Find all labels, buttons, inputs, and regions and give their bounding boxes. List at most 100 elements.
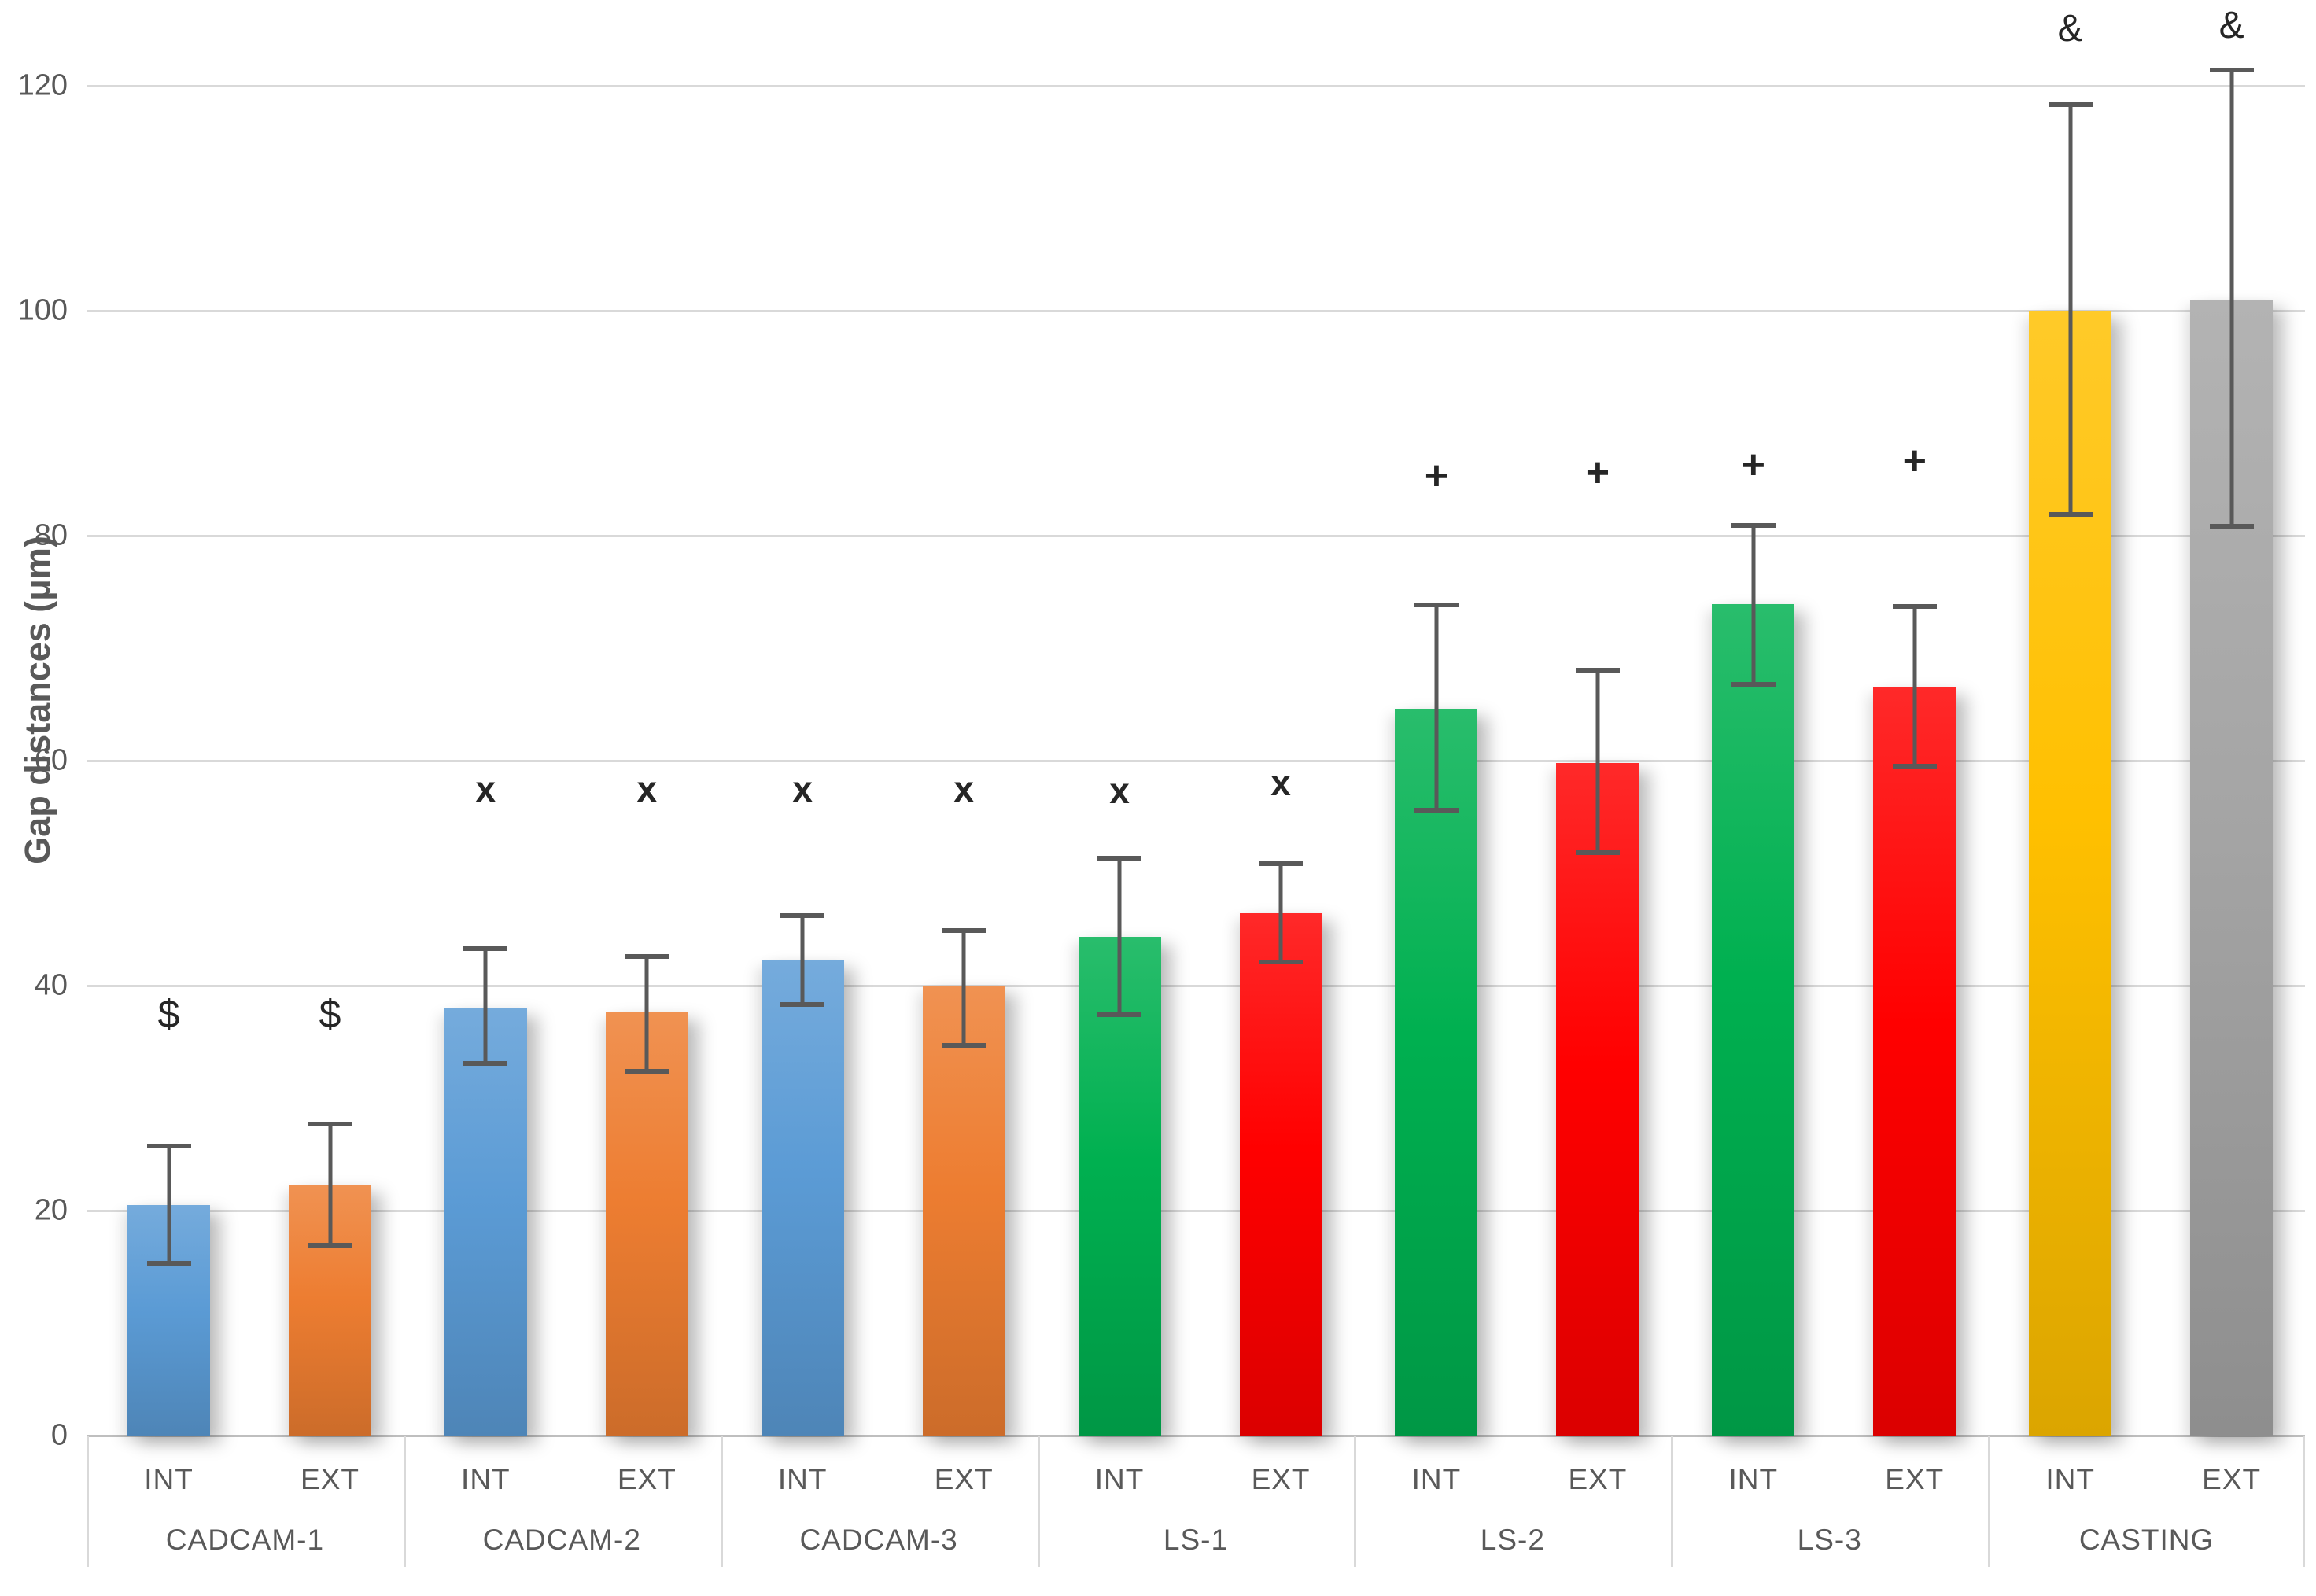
error-bar-cap-top-cadcam-2-int xyxy=(463,945,508,951)
annotation-cadcam-1-ext: $ xyxy=(319,991,341,1036)
annotation-ls-1-int: x xyxy=(1109,770,1130,812)
error-bar-line-cadcam-3-ext xyxy=(961,930,966,1045)
annotation-ls-3-int: + xyxy=(1741,441,1765,488)
bar-ls-3-ext xyxy=(1873,687,1956,1436)
y-tick-120: 120 xyxy=(17,68,68,102)
x-label-cadcam-1-ext: EXT xyxy=(301,1463,360,1495)
y-tick-100: 100 xyxy=(17,293,68,327)
gridline-20 xyxy=(87,1209,2305,1212)
x-label-ls-2-int: INT xyxy=(1411,1463,1462,1495)
error-bar-cap-top-cadcam-2-ext xyxy=(625,953,669,959)
x-group-label-cadcam-1: CADCAM-1 xyxy=(165,1524,325,1556)
y-tick-0: 0 xyxy=(50,1418,68,1452)
x-axis-line xyxy=(87,1435,2305,1437)
x-label-casting-ext: EXT xyxy=(2202,1463,2262,1495)
bar-cadcam-3-int xyxy=(761,960,844,1436)
y-tick-40: 40 xyxy=(34,968,68,1002)
error-bar-line-cadcam-1-ext xyxy=(328,1123,332,1246)
annotation-cadcam-1-int: $ xyxy=(157,991,180,1036)
x-label-casting-int: INT xyxy=(2045,1463,2095,1495)
error-bar-line-ls-1-ext xyxy=(1278,864,1283,962)
annotation-ls-1-ext: x xyxy=(1270,762,1291,804)
error-bar-cap-top-ls-3-ext xyxy=(1892,603,1937,609)
x-group-label-ls-1: LS-1 xyxy=(1163,1524,1229,1556)
error-bar-cap-bottom-cadcam-3-int xyxy=(780,1002,825,1008)
x-group-label-cadcam-3: CADCAM-3 xyxy=(799,1524,958,1556)
x-group-label-ls-3: LS-3 xyxy=(1797,1524,1862,1556)
error-bar-cap-bottom-cadcam-1-int xyxy=(146,1261,191,1266)
annotation-ls-2-int: + xyxy=(1424,452,1449,499)
error-bar-cap-top-ls-2-int xyxy=(1414,603,1459,608)
gridline-100 xyxy=(87,309,2305,312)
x-group-cell-casting xyxy=(1988,1436,2305,1567)
error-bar-cap-bottom-casting-int xyxy=(2048,511,2093,517)
error-bar-cap-top-ls-1-int xyxy=(1097,856,1142,861)
error-bar-cap-bottom-cadcam-2-int xyxy=(463,1060,508,1066)
error-bar-cap-top-ls-3-int xyxy=(1731,522,1776,528)
annotation-casting-int: & xyxy=(2057,8,2083,50)
x-group-cell-cadcam-2 xyxy=(403,1436,721,1567)
error-bar-line-cadcam-2-int xyxy=(483,948,488,1063)
error-bar-cap-top-casting-int xyxy=(2048,102,2093,107)
bar-ls-2-int xyxy=(1395,709,1478,1436)
error-bar-line-ls-2-int xyxy=(1434,605,1439,810)
annotation-ls-3-ext: + xyxy=(1902,438,1927,485)
x-group-label-cadcam-2: CADCAM-2 xyxy=(482,1524,641,1556)
error-bar-cap-bottom-casting-ext xyxy=(2209,524,2254,529)
error-bar-cap-bottom-cadcam-2-ext xyxy=(625,1068,669,1074)
x-group-label-casting: CASTING xyxy=(2078,1524,2215,1556)
error-bar-line-cadcam-2-ext xyxy=(644,956,649,1071)
error-bar-cap-bottom-ls-3-ext xyxy=(1892,764,1937,769)
error-bar-cap-bottom-cadcam-1-ext xyxy=(308,1243,352,1248)
x-label-ls-1-int: INT xyxy=(1094,1463,1145,1495)
error-bar-cap-bottom-ls-1-int xyxy=(1097,1012,1142,1018)
error-bar-line-ls-2-ext xyxy=(1595,670,1600,853)
x-label-cadcam-2-int: INT xyxy=(461,1463,511,1495)
error-bar-cap-top-ls-2-ext xyxy=(1575,668,1620,673)
x-label-ls-2-ext: EXT xyxy=(1568,1463,1628,1495)
error-bar-cap-top-casting-ext xyxy=(2209,67,2254,72)
bar-cadcam-3-ext xyxy=(922,985,1005,1436)
x-group-cell-cadcam-3 xyxy=(720,1436,1038,1567)
error-bar-line-cadcam-1-int xyxy=(167,1146,171,1264)
annotation-cadcam-2-int: x xyxy=(475,768,496,809)
x-label-cadcam-1-int: INT xyxy=(144,1463,194,1495)
x-group-cell-ls-2 xyxy=(1354,1436,1671,1567)
x-group-cell-cadcam-1 xyxy=(87,1436,404,1567)
annotation-cadcam-3-ext: x xyxy=(953,768,974,809)
x-group-cell-ls-1 xyxy=(1037,1436,1355,1567)
x-label-ls-3-int: INT xyxy=(1728,1463,1779,1495)
annotation-casting-ext: & xyxy=(2218,4,2244,46)
bar-ls-1-int xyxy=(1078,937,1161,1436)
error-bar-line-ls-3-ext xyxy=(1912,606,1917,766)
y-axis-title: Gap distances (μm) xyxy=(17,536,57,864)
y-tick-60: 60 xyxy=(34,743,68,777)
x-label-cadcam-2-ext: EXT xyxy=(617,1463,677,1495)
annotation-cadcam-2-ext: x xyxy=(636,768,658,809)
error-bar-cap-bottom-ls-2-ext xyxy=(1575,850,1620,856)
bar-ls-3-int xyxy=(1712,604,1795,1436)
error-bar-cap-bottom-cadcam-3-ext xyxy=(942,1042,987,1048)
error-bar-cap-bottom-ls-1-ext xyxy=(1259,959,1304,964)
error-bar-cap-top-cadcam-1-ext xyxy=(308,1121,352,1126)
error-bar-line-casting-ext xyxy=(2229,69,2234,527)
bar-cadcam-2-ext xyxy=(605,1012,688,1436)
bar-cadcam-2-int xyxy=(444,1008,527,1436)
y-tick-80: 80 xyxy=(34,518,68,552)
x-group-label-ls-2: LS-2 xyxy=(1480,1524,1545,1556)
x-label-ls-1-ext: EXT xyxy=(1251,1463,1311,1495)
gridline-120 xyxy=(87,84,2305,87)
gridline-80 xyxy=(87,534,2305,537)
error-bar-cap-top-ls-1-ext xyxy=(1259,861,1304,867)
error-bar-line-cadcam-3-int xyxy=(800,916,805,1005)
annotation-ls-2-ext: + xyxy=(1585,449,1610,496)
error-bar-cap-top-cadcam-1-int xyxy=(146,1144,191,1149)
x-label-cadcam-3-ext: EXT xyxy=(934,1463,994,1495)
bar-ls-2-ext xyxy=(1556,762,1639,1436)
error-bar-line-casting-int xyxy=(2068,105,2073,514)
x-group-cell-ls-3 xyxy=(1671,1436,1988,1567)
error-bar-cap-bottom-ls-3-int xyxy=(1731,681,1776,687)
gridline-40 xyxy=(87,984,2305,987)
x-label-cadcam-3-int: INT xyxy=(777,1463,828,1495)
